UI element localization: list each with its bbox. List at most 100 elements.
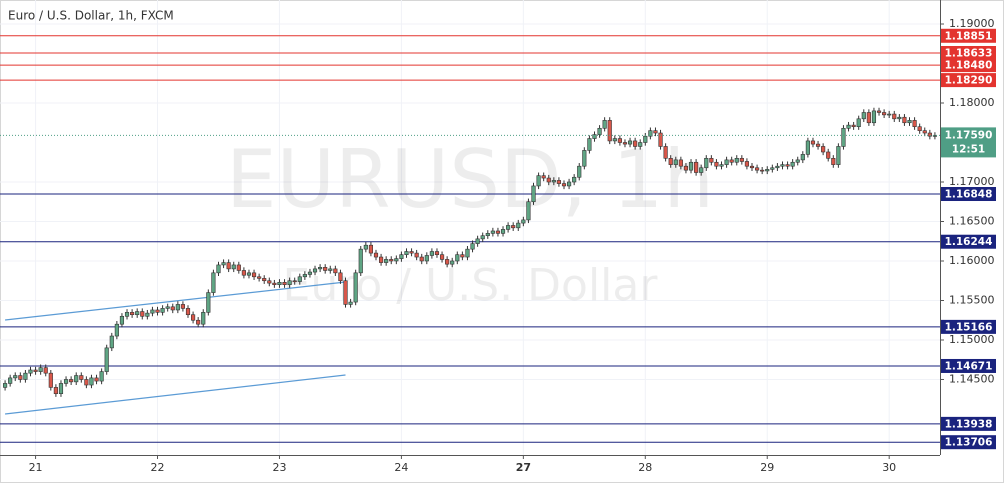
candle-body	[262, 278, 267, 282]
candle-body	[516, 222, 521, 229]
level-label: 1.16848	[945, 189, 993, 201]
level-label: 1.18480	[945, 60, 993, 72]
candle-body	[424, 255, 429, 262]
watermark: EURUSD, 1h	[226, 133, 714, 226]
candle-body	[292, 280, 297, 283]
candle-body	[841, 127, 846, 147]
candle-body	[251, 272, 257, 278]
candle-body	[84, 379, 89, 386]
level-label: 1.18290	[945, 75, 993, 87]
candle-body	[394, 258, 399, 262]
candle-body	[882, 112, 887, 116]
candle-body	[155, 309, 160, 313]
level-label-box	[941, 234, 996, 249]
candle-body	[668, 158, 673, 165]
candle-body	[165, 306, 170, 309]
candle-body	[333, 268, 338, 274]
level-label: 1.13938	[945, 418, 993, 430]
candle-body	[48, 372, 53, 388]
candle-body	[688, 161, 694, 171]
candle-body	[531, 185, 536, 203]
candle-body	[114, 323, 119, 337]
candle-body	[612, 138, 617, 142]
x-tick-label: 28	[638, 461, 652, 474]
candle-body	[38, 367, 43, 372]
level-label: 1.15166	[945, 321, 993, 333]
trend-line	[5, 374, 346, 415]
candle-body	[363, 244, 368, 250]
candle-body	[74, 375, 79, 383]
candle-body	[704, 158, 709, 169]
candle-body	[902, 116, 907, 124]
candle-body	[546, 177, 551, 183]
candle-body	[541, 175, 546, 179]
candle-body	[821, 146, 826, 153]
candle-body	[866, 112, 871, 124]
candle-body	[323, 267, 328, 271]
candle-body	[521, 219, 526, 224]
candle-body	[8, 377, 13, 384]
candle-body	[145, 312, 150, 317]
watermark-subtitle: Euro / U.S. Dollar	[283, 260, 659, 311]
level-label-box	[941, 416, 996, 431]
candle-body	[485, 233, 490, 237]
x-tick-label: 24	[394, 461, 408, 474]
candle-body	[800, 154, 805, 161]
candle-body	[760, 169, 765, 172]
level-label-box	[941, 187, 996, 202]
x-tick-label: 22	[151, 461, 165, 474]
level-label-box	[941, 358, 996, 373]
candle-body	[638, 142, 643, 147]
countdown: 12:51	[952, 143, 985, 155]
candle-body	[836, 146, 841, 165]
candle-body	[23, 372, 28, 380]
candle-body	[810, 140, 816, 145]
candle-body	[297, 276, 302, 282]
level-label-box	[941, 73, 996, 88]
candle-body	[445, 259, 450, 265]
current-price-box	[941, 127, 996, 158]
level-label-box	[941, 28, 996, 43]
candle-body	[709, 158, 714, 163]
candle-body	[790, 161, 795, 167]
candle-body	[871, 110, 877, 124]
candle-body	[653, 130, 658, 134]
candle-body	[775, 165, 780, 169]
candle-body	[231, 264, 236, 270]
candle-body	[765, 169, 770, 172]
candle-body	[302, 274, 307, 278]
candle-body	[465, 248, 470, 258]
candle-body	[277, 282, 282, 285]
candle-body	[561, 183, 567, 187]
candle-body	[480, 235, 485, 240]
candle-body	[439, 254, 445, 260]
candle-body	[897, 116, 902, 120]
candle-body	[582, 150, 587, 167]
candle-body	[597, 127, 602, 135]
candle-body	[734, 158, 739, 163]
candle-body	[683, 165, 689, 171]
candle-body	[922, 130, 927, 134]
candle-body	[511, 225, 516, 229]
candle-body	[226, 262, 231, 270]
candle-body	[109, 335, 114, 349]
candle-body	[434, 251, 440, 255]
candle-body	[744, 161, 749, 167]
candle-body	[587, 138, 592, 151]
candle-body	[826, 151, 831, 159]
candle-body	[663, 146, 668, 159]
x-tick-label: 30	[882, 461, 896, 474]
y-tick-label: 1.18000	[949, 96, 995, 109]
level-label-box	[941, 46, 996, 61]
x-tick-label: 23	[272, 461, 286, 474]
candle-body	[343, 280, 348, 305]
candle-body	[404, 251, 409, 255]
candle-body	[506, 225, 511, 230]
candle-body	[602, 120, 607, 129]
axis-labels: 21 22 23 24 27 28 29 301.190001.180001.170001.1…	[29, 17, 996, 474]
level-label: 1.18851	[945, 30, 993, 42]
candle-body	[770, 167, 775, 170]
candle-body	[63, 379, 69, 384]
candle-body	[79, 375, 84, 380]
